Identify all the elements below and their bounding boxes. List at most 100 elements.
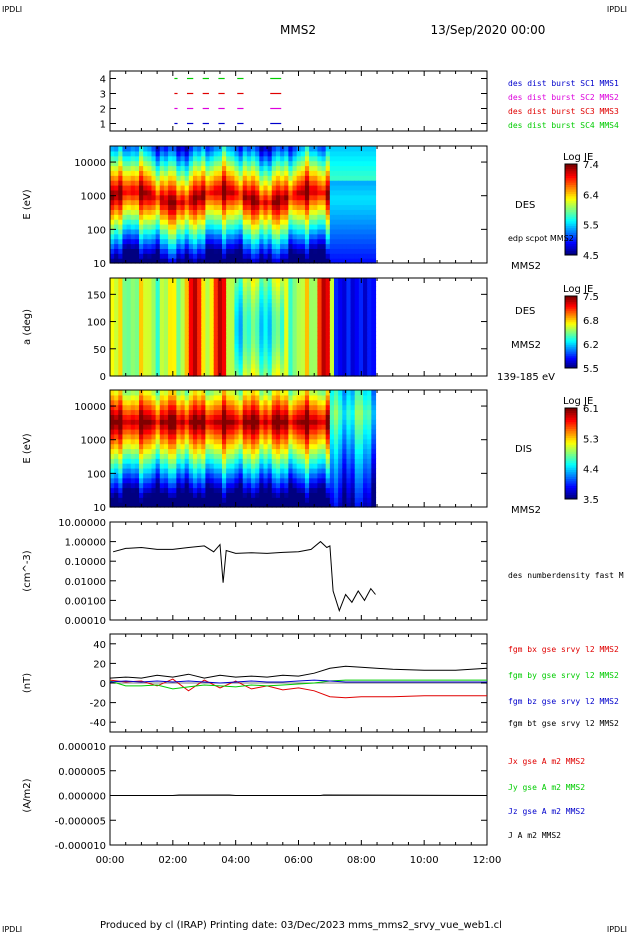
dis_energy-cell xyxy=(217,443,223,450)
des_pitch-cell xyxy=(288,310,294,316)
dis_energy-cell xyxy=(230,438,236,445)
des_pitch-cell xyxy=(118,347,124,353)
des_energy-cell xyxy=(325,155,331,162)
des_energy-cell xyxy=(110,214,115,220)
des_energy-cell xyxy=(118,243,124,249)
des_energy-cell xyxy=(304,258,310,264)
des_energy-cell xyxy=(238,160,244,167)
des_energy-cell xyxy=(126,228,132,235)
dis_energy-cell xyxy=(292,472,298,479)
des_pitch-cell xyxy=(296,359,302,365)
dis_energy-cell xyxy=(309,433,314,440)
des_pitch-cell xyxy=(242,359,248,365)
des_pitch-cell xyxy=(126,351,132,357)
des_energy-cell xyxy=(271,150,277,157)
des_energy-cell xyxy=(296,194,302,201)
des_energy-cell xyxy=(217,233,223,240)
dis_energy-cell xyxy=(180,429,186,435)
des_energy-cell xyxy=(130,219,136,225)
des_energy-colorbar-cell xyxy=(565,248,577,251)
des_pitch-cell xyxy=(226,351,231,357)
des_pitch-cell xyxy=(242,298,248,304)
des_energy-cell xyxy=(296,243,302,249)
des_pitch-cell xyxy=(184,371,190,377)
des_energy-cell xyxy=(304,189,310,196)
des_energy-cell xyxy=(242,189,248,196)
dis_energy-cell xyxy=(213,468,219,474)
des_pitch-cell xyxy=(271,363,277,369)
dis_energy-cell xyxy=(329,419,335,425)
dis_energy-cell xyxy=(284,502,289,508)
des_pitch-cell xyxy=(242,286,248,291)
dis_energy-cell xyxy=(304,419,310,425)
des_pitch-cell xyxy=(342,363,348,369)
des_pitch-cell xyxy=(110,314,115,320)
des_energy-cell xyxy=(259,194,265,201)
des_pitch-cell xyxy=(176,355,182,361)
des_pitch-cell xyxy=(251,347,256,353)
des_pitch-cell xyxy=(333,363,339,369)
dis_energy-cell xyxy=(201,487,207,493)
des_energy-cell xyxy=(342,219,348,225)
des_energy-cell xyxy=(126,238,132,245)
des_energy-cell xyxy=(321,185,327,191)
dis_energy-cell xyxy=(342,453,348,459)
dis_energy-cell xyxy=(172,433,177,440)
des_energy-cell xyxy=(333,224,339,230)
dis_energy-cell xyxy=(213,502,219,508)
des_pitch-cell xyxy=(217,355,223,361)
des_pitch-cell xyxy=(192,282,198,287)
des_pitch-cell xyxy=(122,310,128,316)
des_pitch-colorbar-cell xyxy=(565,346,577,349)
des_energy-cell xyxy=(275,209,281,215)
des_pitch-cell xyxy=(354,355,360,361)
des_pitch-cell xyxy=(304,355,310,361)
dis_energy-cell xyxy=(350,448,356,454)
dis_energy-cell xyxy=(367,404,372,411)
des_pitch-cell xyxy=(350,371,356,377)
dis_energy-cell xyxy=(251,424,256,430)
des_pitch-cell xyxy=(346,286,352,291)
dis_energy-cell xyxy=(251,443,256,450)
des_pitch-colorbar-cell xyxy=(565,362,577,365)
des_pitch-cell xyxy=(267,306,273,312)
des_pitch-cell xyxy=(329,371,335,377)
des_pitch-cell xyxy=(226,335,231,340)
dis_energy-cell xyxy=(321,487,327,493)
des_energy-cell xyxy=(251,243,256,249)
dis_energy-cell xyxy=(363,394,368,401)
des_pitch-cell xyxy=(151,367,157,373)
des_pitch-cell xyxy=(221,363,227,369)
dis_energy-cell xyxy=(221,438,227,445)
des_energy-cell xyxy=(267,165,273,171)
des_pitch-cell xyxy=(371,343,377,349)
dis_energy-cell xyxy=(246,468,252,474)
des_energy-cell xyxy=(367,165,372,171)
des_pitch-cell xyxy=(230,359,236,365)
dis_energy-cell xyxy=(213,482,219,489)
des_energy-cell xyxy=(242,258,248,264)
dis_energy-cell xyxy=(363,477,368,484)
dis_energy-colorbar-cell xyxy=(565,444,577,448)
des_pitch-cell xyxy=(333,343,339,349)
dis_energy-cell xyxy=(209,409,215,415)
dis_energy-cell xyxy=(338,472,343,479)
dis_energy-cell xyxy=(325,487,331,493)
dis_energy-cell xyxy=(371,448,377,454)
dis_energy-cell xyxy=(201,477,207,484)
dis_energy-cell xyxy=(363,453,368,459)
dis_energy-cell xyxy=(201,394,207,401)
des_pitch-cell xyxy=(267,327,273,332)
des_pitch-cell xyxy=(251,318,256,324)
des_pitch-cell xyxy=(333,306,339,312)
dis_energy-cell xyxy=(192,443,198,450)
des_energy-cell xyxy=(205,146,211,152)
des_pitch-cell xyxy=(209,294,215,300)
des_pitch-cell xyxy=(317,331,323,336)
dis_energy-cell xyxy=(338,429,343,435)
dis_energy-cell xyxy=(139,477,144,484)
des_energy-cell xyxy=(176,160,182,167)
dis_energy-cell xyxy=(333,419,339,425)
dis_energy-cell xyxy=(309,424,314,430)
des_pitch-cell xyxy=(313,290,318,295)
